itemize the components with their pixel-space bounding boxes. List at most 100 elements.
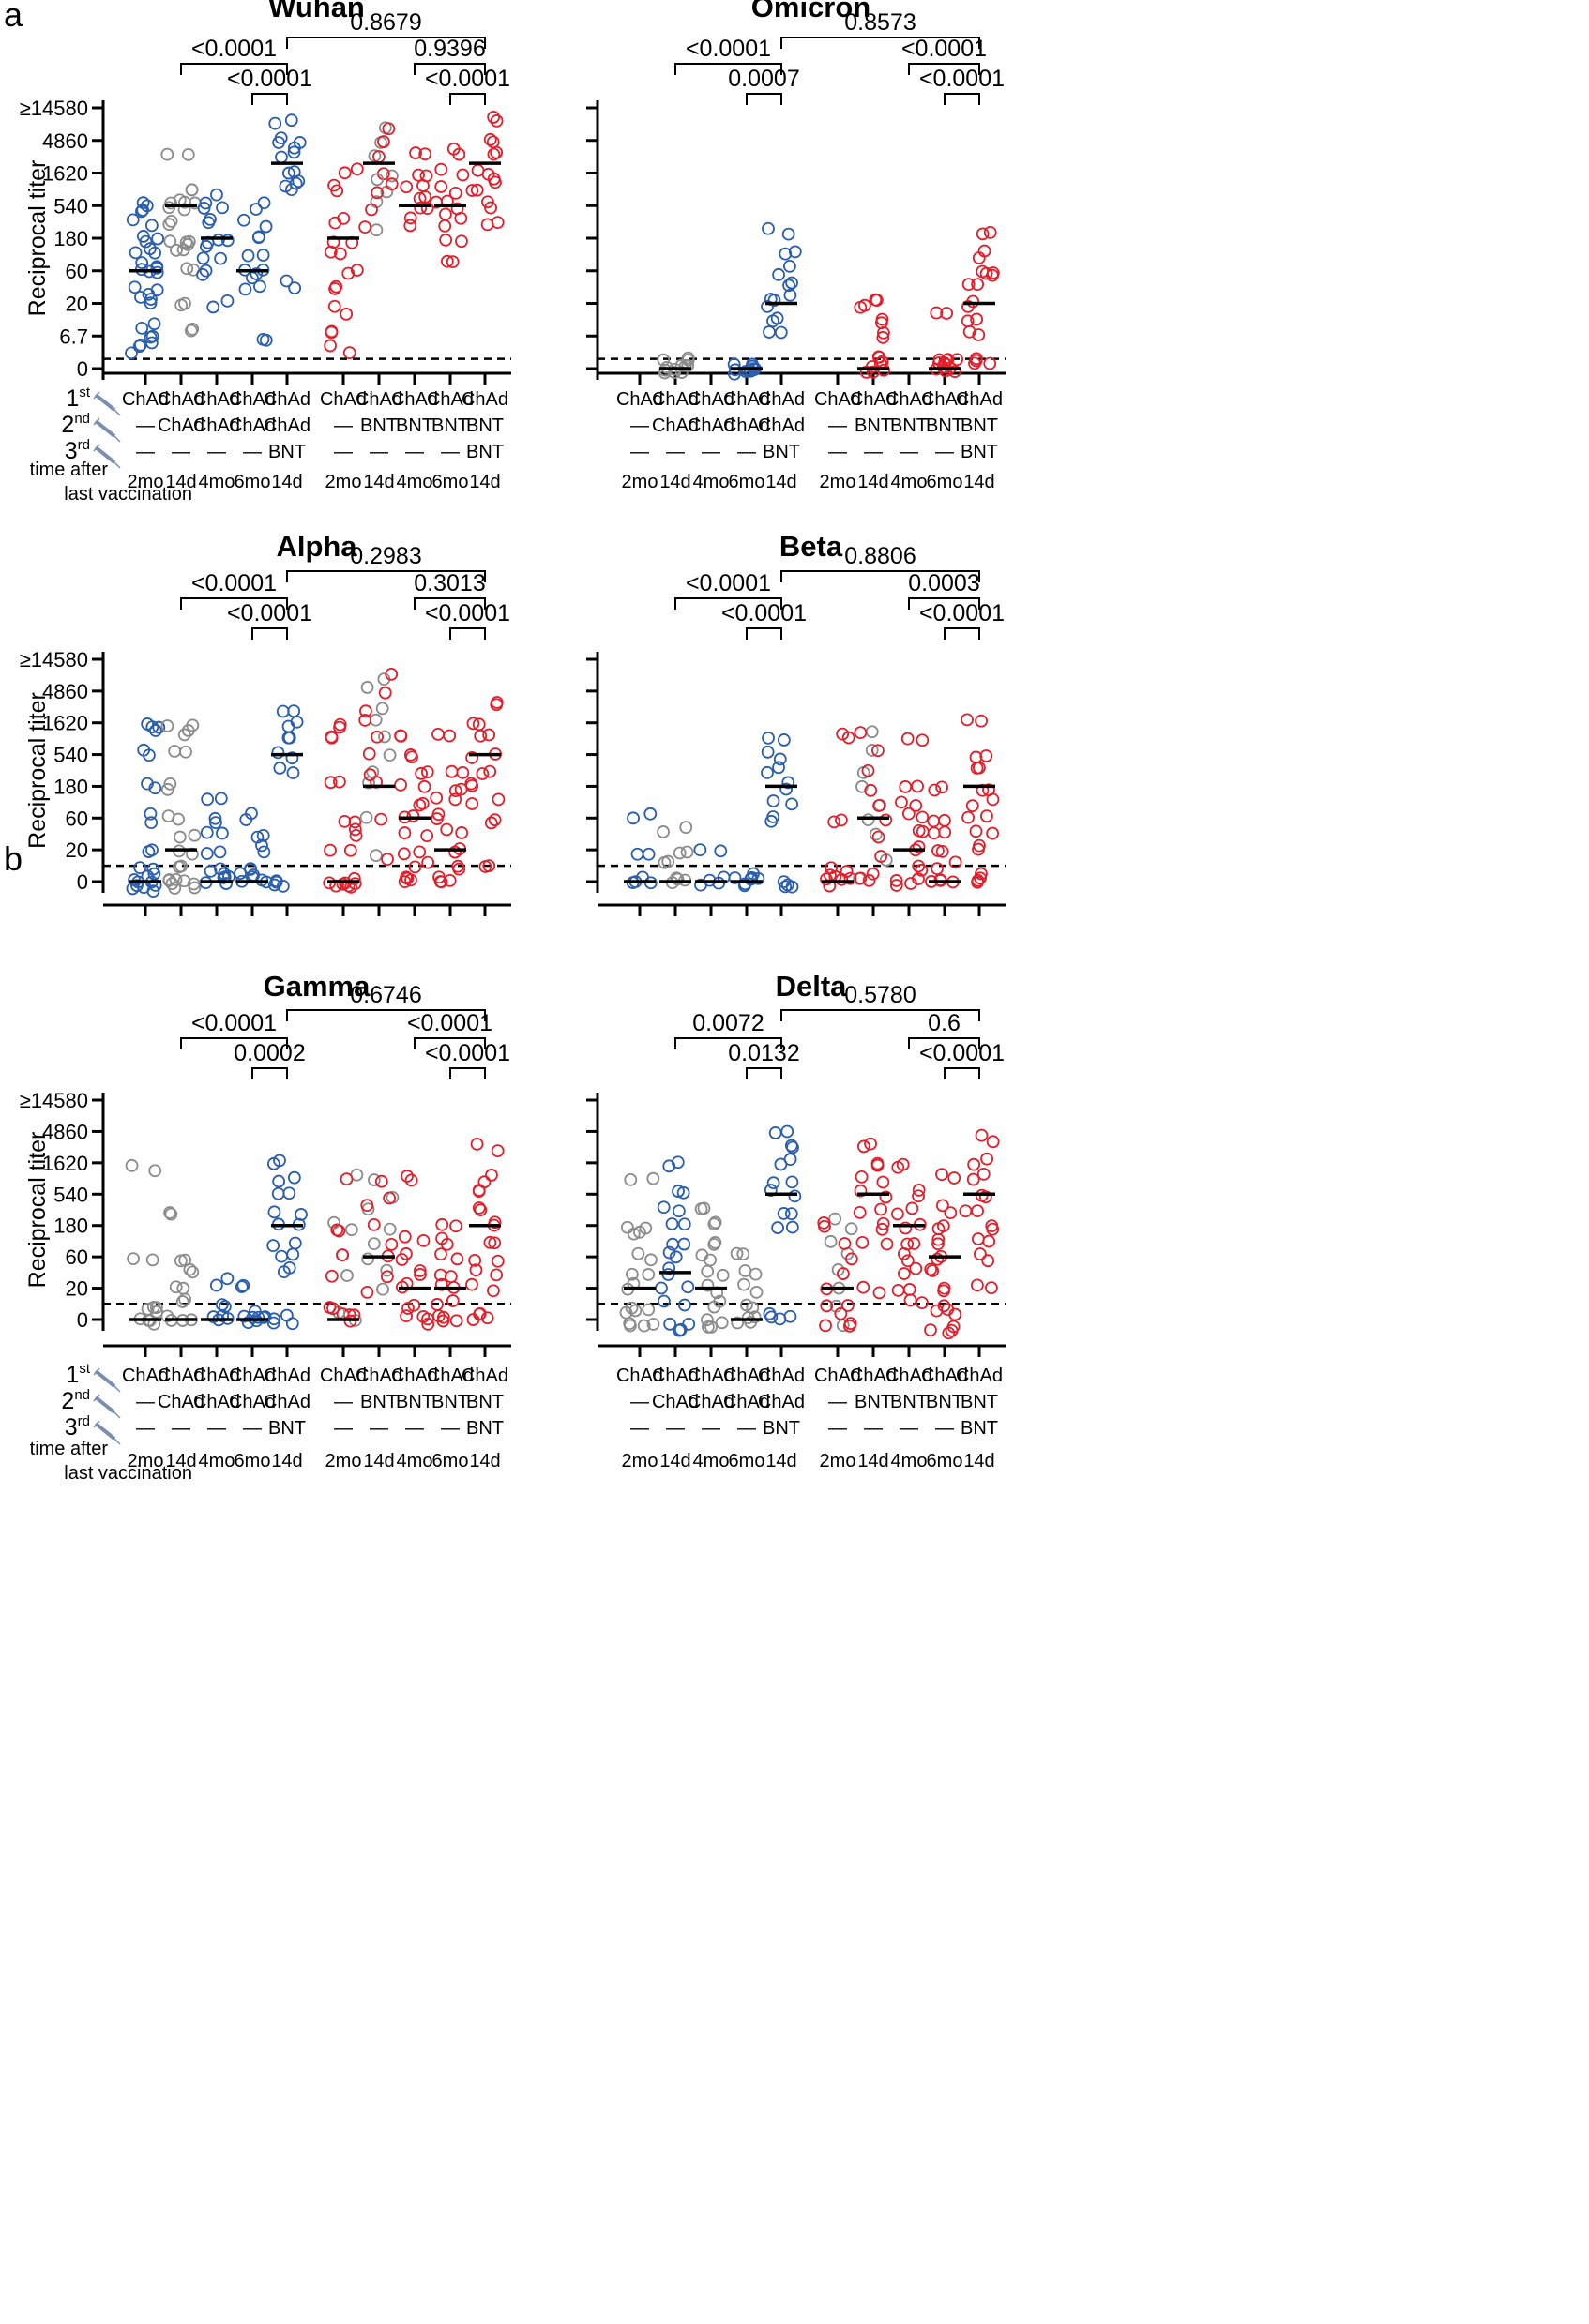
data-point <box>139 234 153 249</box>
data-point <box>330 184 344 198</box>
data-point <box>163 234 177 249</box>
data-point <box>748 1310 762 1324</box>
data-point <box>250 203 263 216</box>
data-point <box>135 204 148 219</box>
y-tick-label: 6.7 <box>59 324 88 348</box>
y-tick-label: ≥14580 <box>20 1089 88 1112</box>
group-label: ChAd <box>193 389 240 410</box>
group-label: 14d <box>469 472 500 492</box>
data-point <box>250 267 264 280</box>
data-point <box>327 1215 340 1230</box>
dose-label: 3rd <box>65 437 90 464</box>
data-point <box>961 278 976 292</box>
data-point <box>431 1298 444 1311</box>
data-point <box>173 830 187 844</box>
y-tick-label: 20 <box>66 1277 88 1301</box>
data-point <box>872 1286 886 1300</box>
data-point <box>938 825 952 839</box>
data-point <box>330 1223 344 1237</box>
data-point <box>188 828 202 842</box>
group-label: — <box>136 415 155 436</box>
significance-bracket <box>180 597 288 610</box>
data-point <box>456 765 470 779</box>
group-label: 14d <box>165 1451 196 1471</box>
significance-bracket <box>780 570 980 582</box>
y-tick-label: 1620 <box>42 712 88 735</box>
data-point <box>325 1269 339 1283</box>
data-point <box>679 821 693 835</box>
group-label: — <box>136 1418 155 1439</box>
data-point <box>484 816 498 830</box>
data-point <box>472 1185 486 1199</box>
data-point <box>282 1186 296 1200</box>
group-label: ChAd <box>723 1392 770 1412</box>
data-point <box>323 1301 337 1314</box>
data-point <box>780 1124 794 1139</box>
data-point <box>369 713 383 727</box>
data-point <box>417 779 431 793</box>
data-point <box>763 325 776 339</box>
data-point <box>857 298 871 312</box>
data-point <box>397 847 411 861</box>
data-point <box>432 870 446 884</box>
data-point <box>477 1175 492 1189</box>
significance-bracket <box>780 1009 980 1021</box>
data-point <box>642 1303 656 1317</box>
data-point <box>404 1173 418 1187</box>
data-point <box>986 1222 1000 1236</box>
data-point <box>728 871 742 884</box>
y-tick-label: 60 <box>66 260 88 283</box>
data-point <box>766 314 779 328</box>
group-label: ChAd <box>320 389 367 410</box>
data-point <box>843 871 857 885</box>
significance-bracket <box>286 1009 486 1021</box>
data-point <box>970 312 984 326</box>
group-label: ChAd <box>758 415 805 436</box>
data-point <box>985 1281 998 1295</box>
data-point <box>774 1157 788 1171</box>
data-point <box>273 1154 286 1168</box>
significance-bracket <box>449 93 486 105</box>
group-label: 14d <box>659 472 690 492</box>
data-point <box>341 266 356 280</box>
data-point <box>295 1208 308 1221</box>
data-point <box>875 1222 889 1236</box>
group-label: 4mo <box>693 1451 730 1471</box>
group-label: 14d <box>165 472 196 492</box>
data-point <box>366 765 380 779</box>
data-point <box>164 1207 178 1221</box>
data-point <box>350 264 364 277</box>
data-point <box>244 862 257 876</box>
data-point <box>418 190 432 204</box>
data-point <box>448 792 462 807</box>
group-label: 14d <box>271 472 302 492</box>
data-point <box>378 686 392 700</box>
data-point <box>468 1254 482 1267</box>
group-label: — <box>370 442 388 462</box>
data-point <box>446 1294 460 1307</box>
data-point <box>287 145 301 159</box>
data-point <box>961 314 975 328</box>
syringe-plunger <box>93 391 100 400</box>
data-point <box>491 1144 505 1158</box>
data-point <box>214 862 227 876</box>
data-point <box>834 1306 848 1320</box>
data-point <box>898 1267 911 1280</box>
time-label-line1: time after <box>30 460 109 480</box>
data-point <box>986 1135 1000 1149</box>
data-point <box>682 1317 696 1331</box>
data-point <box>912 840 926 853</box>
data-point <box>359 810 373 824</box>
p-value-label: <0.0001 <box>919 1040 1005 1066</box>
data-point <box>383 748 397 762</box>
data-point <box>924 1323 937 1336</box>
dose-number: 3 <box>65 438 78 464</box>
data-point <box>234 867 247 881</box>
data-point <box>413 845 427 859</box>
group-label: ChAd <box>158 1392 204 1412</box>
data-point <box>469 1263 483 1277</box>
data-point <box>783 1309 797 1323</box>
group-label: 2mo <box>622 1451 658 1471</box>
data-point <box>865 744 879 757</box>
data-point <box>486 135 500 149</box>
